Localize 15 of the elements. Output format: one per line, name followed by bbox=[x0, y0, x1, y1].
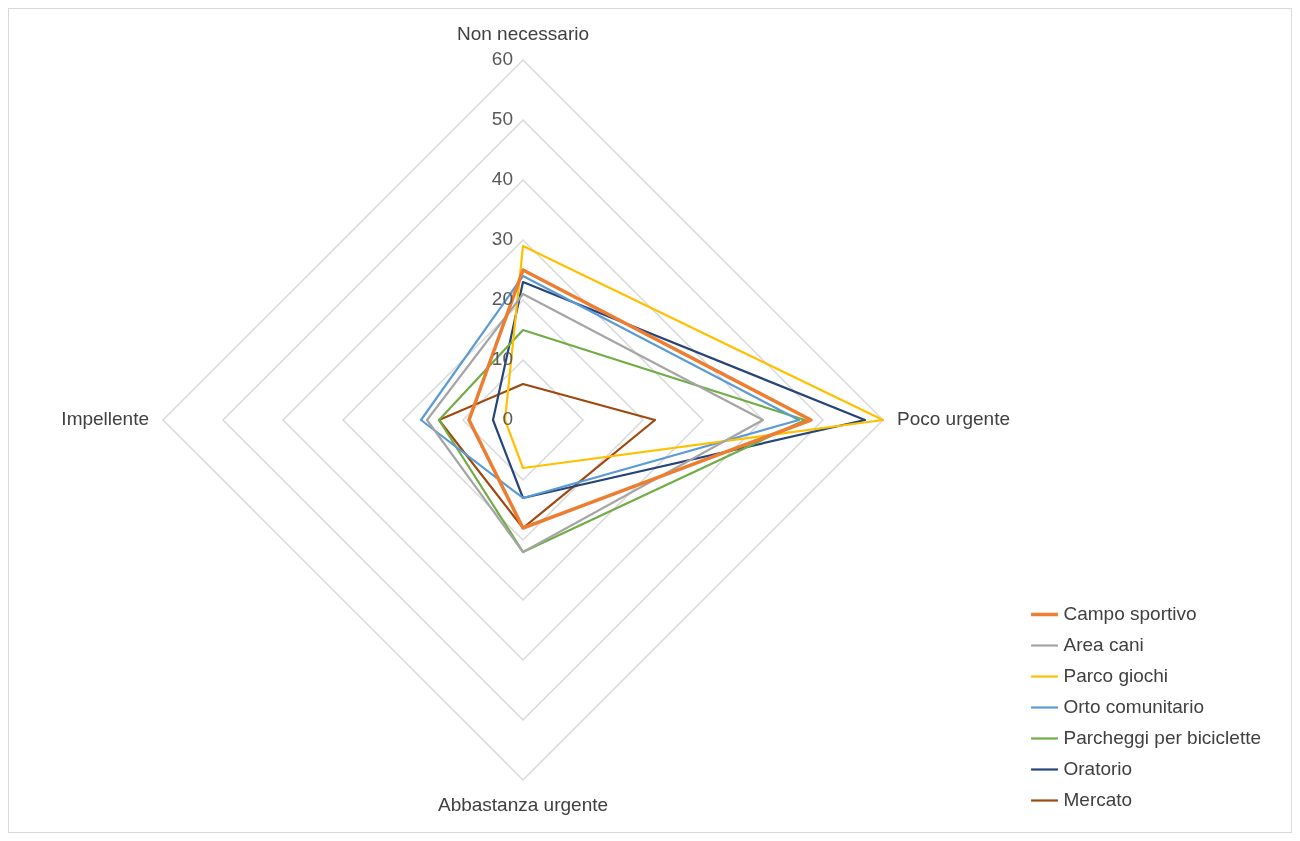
spoke-label: Non necessario bbox=[456, 22, 590, 44]
legend-label: Oratorio bbox=[1063, 757, 1133, 779]
y-tick-label: 60 bbox=[491, 48, 513, 70]
y-tick-label: 40 bbox=[491, 168, 513, 190]
y-tick-label: 50 bbox=[491, 108, 513, 130]
legend-label: Area cani bbox=[1063, 633, 1144, 655]
y-tick-label: 30 bbox=[491, 228, 513, 250]
legend-label: Parcheggi per biciclette bbox=[1063, 726, 1261, 748]
legend-label: Parco giochi bbox=[1063, 664, 1169, 686]
legend-label: Mercato bbox=[1063, 788, 1133, 810]
legend-label: Orto comunitario bbox=[1063, 695, 1204, 717]
spoke-label: Impellente bbox=[61, 408, 150, 430]
legend-label: Campo sportivo bbox=[1063, 602, 1197, 624]
spoke-label: Abbastanza urgente bbox=[437, 793, 609, 815]
spoke-label: Poco urgente bbox=[896, 408, 1011, 430]
